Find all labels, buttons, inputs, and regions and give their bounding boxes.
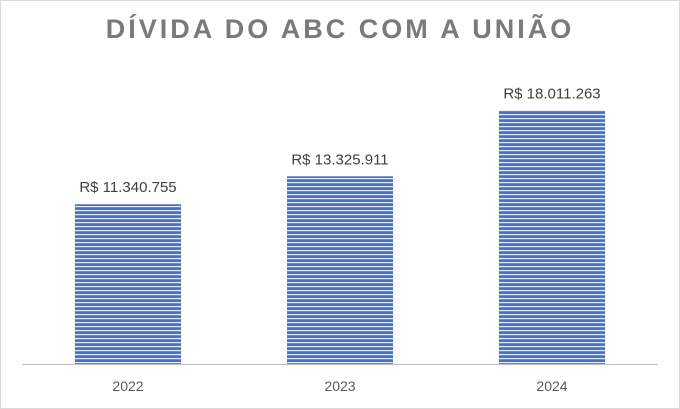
bar-2023: [287, 176, 393, 364]
bar-2024: [499, 110, 605, 364]
bar-2022: [75, 204, 181, 364]
data-label-2022: R$ 11.340.755: [79, 179, 176, 196]
x-tick-label-2024: 2024: [536, 378, 567, 394]
chart-title: DÍVIDA DO ABC COM A UNIÃO: [105, 14, 575, 44]
x-tick-label-2022: 2022: [112, 378, 143, 394]
data-label-2023: R$ 13.325.911: [291, 151, 388, 168]
data-label-2024: R$ 18.011.263: [503, 85, 600, 102]
x-tick-label-2023: 2023: [324, 378, 355, 394]
